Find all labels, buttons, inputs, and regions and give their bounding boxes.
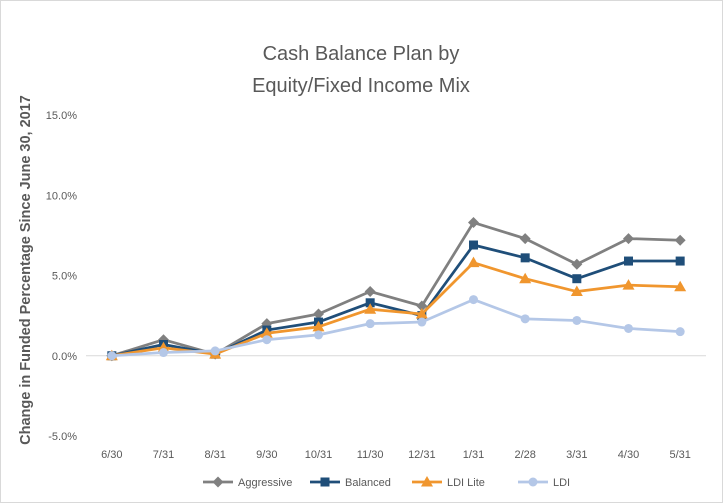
legend-item-ldi-lite: LDI Lite — [412, 476, 485, 489]
series-balanced — [107, 240, 685, 361]
data-point-ldi — [262, 335, 272, 345]
data-point-aggressive — [571, 258, 583, 270]
data-point-balanced — [624, 256, 633, 266]
y-tick-label: 0.0% — [52, 351, 77, 363]
series-line-balanced — [111, 243, 681, 358]
data-point-ldi — [469, 295, 478, 305]
x-tick-label: 1/31 — [463, 449, 484, 461]
data-point-ldi — [520, 314, 530, 324]
series-ldi — [107, 295, 685, 361]
data-point-ldi-lite — [364, 303, 377, 314]
data-point-ldi — [624, 323, 633, 333]
data-point-aggressive — [674, 234, 686, 246]
legend-marker — [320, 477, 330, 487]
series-line-ldi — [111, 298, 681, 358]
legend-item-ldi: LDI — [518, 477, 570, 489]
x-tick-label: 3/31 — [566, 449, 587, 461]
data-point-aggressive — [364, 286, 376, 298]
data-point-aggressive — [313, 308, 324, 320]
data-point-ldi-lite — [415, 308, 428, 319]
legend-label: Aggressive — [238, 477, 292, 489]
data-point-ldi-lite — [570, 285, 583, 297]
data-point-ldi — [572, 315, 582, 325]
x-tick-label: 9/30 — [256, 449, 277, 461]
legend-marker — [528, 477, 538, 487]
x-tick-label: 11/30 — [357, 449, 384, 461]
x-tick-label: 12/31 — [408, 449, 436, 461]
x-tick-label: 6/30 — [101, 449, 122, 461]
data-point-ldi — [107, 351, 117, 361]
data-point-ldi — [365, 319, 375, 329]
data-point-ldi-lite — [674, 280, 687, 292]
data-point-ldi-lite — [312, 320, 325, 332]
y-tick-label: 10.0% — [46, 190, 77, 202]
y-axis-label: Change in Funded Percentage Since June 3… — [18, 95, 34, 445]
legend-item-balanced: Balanced — [310, 477, 391, 489]
data-point-aggressive — [468, 217, 479, 229]
chart-title-line-1: Cash Balance Plan by — [263, 43, 460, 65]
data-point-aggressive — [416, 300, 428, 312]
series-line-ldi-lite — [111, 261, 681, 358]
legend: Aggressive Balanced LDI Lite LDI — [203, 476, 570, 489]
x-tick-label: 5/31 — [669, 449, 690, 461]
chart-title-line-2: Equity/Fixed Income Mix — [252, 75, 470, 97]
legend-marker — [421, 476, 433, 487]
data-point-ldi — [675, 327, 685, 337]
data-point-ldi — [314, 330, 323, 340]
y-tick-label: 5.0% — [52, 271, 77, 283]
data-point-ldi — [159, 348, 168, 358]
data-point-ldi-lite — [467, 256, 480, 268]
data-point-aggressive — [623, 233, 634, 245]
data-point-balanced — [675, 256, 685, 266]
y-axis-ticks: -5.0% 0.0% 5.0% 10.0% 15.0% — [46, 110, 77, 443]
y-tick-label: -5.0% — [48, 431, 77, 443]
x-tick-label: 8/31 — [204, 449, 225, 461]
data-point-ldi-lite — [519, 272, 532, 284]
y-tick-label: 15.0% — [46, 110, 77, 122]
legend-marker — [212, 476, 224, 488]
x-tick-label: 10/31 — [305, 449, 333, 461]
x-tick-label: 2/28 — [514, 449, 535, 461]
x-tick-label: 7/31 — [153, 449, 174, 461]
x-axis: 6/30 7/31 8/31 9/30 10/31 11/30 12/31 1/31 2/28 3… — [86, 355, 706, 461]
legend-label: LDI Lite — [447, 477, 485, 489]
x-tick-label: 4/30 — [618, 449, 639, 461]
data-point-ldi — [210, 346, 220, 356]
data-point-ldi — [417, 317, 427, 327]
legend-item-aggressive: Aggressive — [203, 476, 292, 489]
data-point-ldi-lite — [622, 279, 635, 290]
data-point-balanced — [365, 298, 375, 308]
data-point-aggressive — [519, 233, 531, 245]
data-point-balanced — [469, 240, 478, 250]
legend-label: Balanced — [345, 477, 391, 489]
data-point-balanced — [520, 253, 530, 263]
series-group — [105, 217, 687, 362]
data-point-balanced — [572, 274, 582, 284]
legend-label: LDI — [553, 477, 570, 489]
data-point-ldi-lite — [260, 327, 273, 338]
